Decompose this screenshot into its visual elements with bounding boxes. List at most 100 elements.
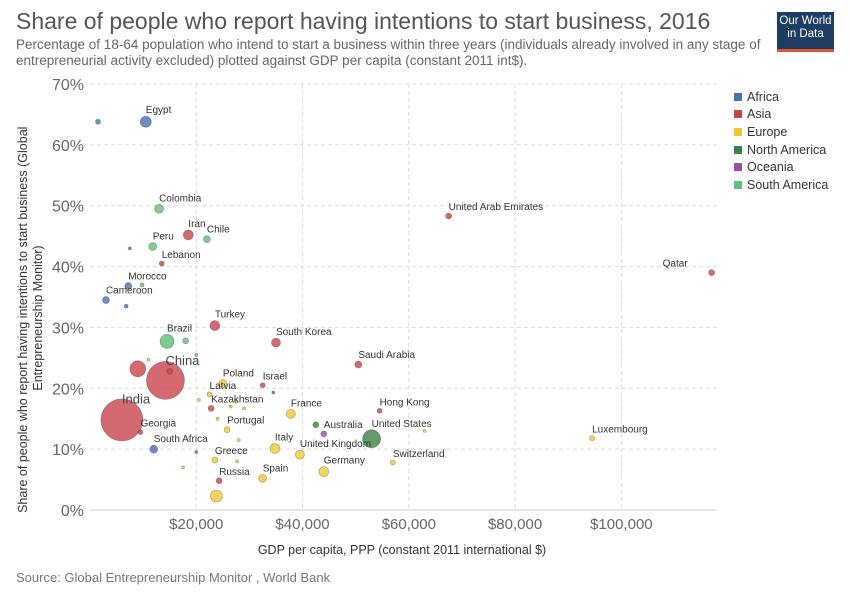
data-point[interactable]: [354, 360, 363, 369]
point-label: Turkey: [215, 310, 245, 321]
data-point[interactable]: [139, 282, 145, 288]
data-point[interactable]: [129, 360, 147, 378]
data-point[interactable]: [229, 404, 233, 409]
data-point[interactable]: [312, 421, 320, 429]
legend-label: Oceania: [747, 160, 794, 175]
data-point[interactable]: [215, 416, 220, 421]
data-point[interactable]: [271, 390, 276, 395]
data-point[interactable]: [182, 337, 189, 345]
x-tick-label: $100,000: [590, 516, 653, 533]
source-note: Source: Global Entrepreneurship Monitor …: [16, 570, 331, 585]
data-point[interactable]: [181, 465, 185, 470]
legend-swatch: [734, 92, 742, 101]
data-point[interactable]: [194, 450, 199, 454]
data-point[interactable]: [236, 438, 241, 442]
data-points: [95, 115, 715, 503]
point-label: Morocco: [128, 272, 167, 283]
legend-swatch: [734, 110, 742, 119]
data-point[interactable]: [390, 459, 396, 466]
data-point[interactable]: [211, 456, 219, 464]
data-point[interactable]: [271, 337, 281, 348]
data-point[interactable]: [362, 429, 381, 449]
y-tick-label: 70%: [52, 77, 84, 94]
point-label: United Kingdom: [300, 439, 371, 450]
data-point[interactable]: [235, 459, 239, 464]
data-point[interactable]: [445, 212, 452, 220]
point-label: Saudi Arabia: [358, 350, 415, 361]
data-point[interactable]: [259, 382, 266, 389]
logo-line-1: Our World: [779, 15, 832, 27]
data-point[interactable]: [218, 379, 228, 388]
data-point[interactable]: [128, 246, 132, 251]
point-label: Luxembourg: [592, 425, 648, 436]
data-point[interactable]: [206, 391, 213, 398]
data-point[interactable]: [95, 118, 101, 125]
legend-item[interactable]: North America: [734, 141, 828, 159]
legend-label: Asia: [747, 107, 772, 122]
x-axis-label: GDP per capita, PPP (constant 2011 inter…: [258, 543, 546, 557]
legend-item[interactable]: South America: [734, 176, 828, 194]
data-point[interactable]: [376, 408, 383, 414]
data-point[interactable]: [194, 353, 199, 357]
legend-swatch: [734, 145, 742, 154]
data-point[interactable]: [320, 430, 328, 438]
data-point[interactable]: [149, 444, 159, 454]
data-point[interactable]: [422, 429, 427, 433]
data-point[interactable]: [123, 303, 129, 309]
data-point[interactable]: [139, 115, 152, 128]
x-tick-label: $40,000: [275, 516, 329, 533]
data-point[interactable]: [158, 260, 165, 267]
grid-lines: [90, 83, 717, 511]
data-point[interactable]: [258, 474, 267, 483]
point-label: United Arab Emirates: [449, 202, 544, 213]
data-point[interactable]: [234, 399, 238, 404]
data-point[interactable]: [146, 357, 151, 362]
point-label: Qatar: [663, 259, 689, 270]
y-tick-label: 50%: [52, 199, 84, 216]
data-point[interactable]: [269, 443, 281, 454]
data-point[interactable]: [207, 405, 215, 412]
data-point[interactable]: [146, 361, 185, 400]
point-label: Spain: [263, 463, 289, 474]
data-point[interactable]: [197, 398, 201, 402]
data-point[interactable]: [223, 426, 231, 433]
legend-item[interactable]: Europe: [734, 123, 828, 141]
owid-logo[interactable]: Our World in Data: [777, 12, 834, 52]
data-point[interactable]: [102, 296, 110, 304]
point-label: Egypt: [146, 105, 172, 116]
legend-item[interactable]: Oceania: [734, 158, 828, 176]
legend-label: Europe: [747, 124, 788, 139]
data-point[interactable]: [203, 235, 211, 243]
data-point[interactable]: [708, 269, 715, 276]
logo-accent-bar: [777, 49, 834, 52]
chart-title: Share of people who report having intent…: [16, 8, 711, 34]
data-point[interactable]: [242, 406, 246, 411]
data-point[interactable]: [209, 320, 221, 331]
data-point[interactable]: [286, 409, 296, 419]
data-point[interactable]: [148, 242, 157, 251]
y-tick-label: 30%: [52, 320, 84, 337]
point-label: South Korea: [276, 327, 332, 338]
data-point[interactable]: [137, 429, 144, 435]
point-label: Peru: [153, 231, 174, 242]
x-axis: $20,000 $40,000 $60,000 $80,000 $100,000: [169, 516, 652, 533]
data-point[interactable]: [124, 282, 133, 290]
data-point[interactable]: [100, 398, 144, 442]
point-label: Australia: [324, 420, 363, 431]
point-label: Chile: [207, 225, 230, 236]
data-point[interactable]: [159, 334, 175, 349]
data-point[interactable]: [183, 229, 194, 241]
data-point[interactable]: [210, 489, 223, 503]
legend-item[interactable]: Africa: [734, 88, 828, 106]
y-tick-label: 10%: [52, 442, 84, 459]
data-point[interactable]: [166, 367, 174, 375]
data-point[interactable]: [295, 449, 305, 460]
x-tick-label: $80,000: [488, 516, 542, 533]
legend-item[interactable]: Asia: [734, 106, 828, 124]
data-point[interactable]: [154, 203, 164, 214]
data-point[interactable]: [318, 466, 330, 477]
data-point[interactable]: [215, 477, 223, 485]
data-point[interactable]: [589, 435, 595, 441]
